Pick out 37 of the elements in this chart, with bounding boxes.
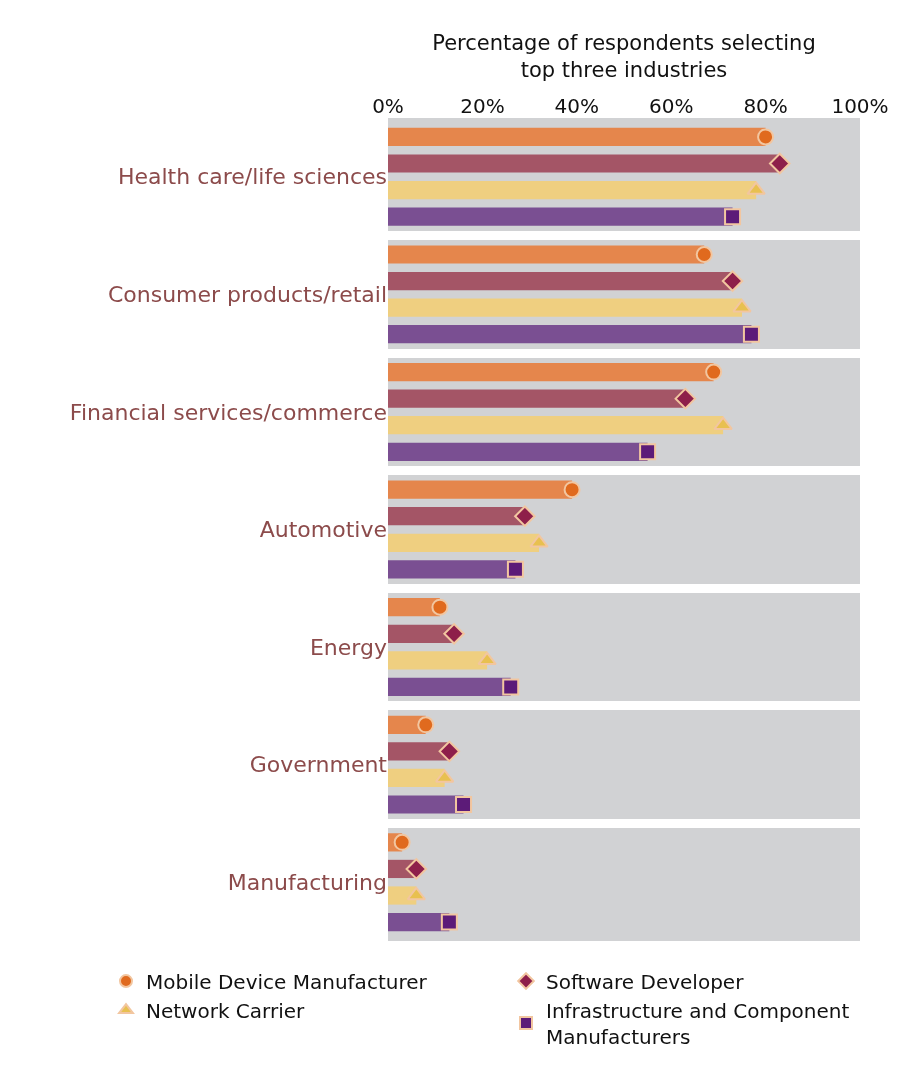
bar bbox=[388, 677, 511, 697]
x-tick-label: 20% bbox=[460, 94, 505, 118]
x-tick-label: 80% bbox=[743, 94, 788, 118]
bar bbox=[388, 271, 733, 291]
bar bbox=[388, 389, 686, 408]
y-tick-label: Manufacturing bbox=[227, 869, 387, 895]
y-tick-label: Automotive bbox=[259, 517, 387, 543]
bar bbox=[388, 768, 445, 788]
legend-label: Mobile Device Manufacturer bbox=[146, 969, 428, 994]
legend-label: Network Carrier bbox=[146, 998, 306, 1023]
y-tick-label: Health care/life sciences bbox=[117, 164, 387, 190]
bar bbox=[388, 651, 488, 670]
y-tick-label: Financial services/commerce bbox=[69, 399, 387, 425]
legend-label: Infrastructure and Component Manufacturers bbox=[546, 998, 850, 1049]
y-tick-label: Energy bbox=[309, 634, 387, 660]
bar bbox=[388, 362, 714, 382]
bar bbox=[388, 298, 742, 317]
bar bbox=[388, 127, 766, 147]
x-tick-label: 100% bbox=[831, 94, 889, 118]
bar bbox=[388, 180, 757, 200]
bar bbox=[388, 560, 516, 579]
y-tick-label: Government bbox=[249, 752, 388, 778]
bar bbox=[388, 507, 525, 526]
x-tick-label: 60% bbox=[648, 94, 694, 118]
legend-label: Software Developer bbox=[546, 969, 745, 994]
x-tick-label: 0% bbox=[372, 94, 404, 118]
bar bbox=[388, 416, 724, 435]
bar bbox=[388, 325, 752, 344]
x-tick-label: 40% bbox=[554, 94, 600, 118]
bar bbox=[388, 245, 705, 264]
bar bbox=[388, 480, 573, 499]
y-tick-label: Consumer products/retail bbox=[107, 282, 387, 308]
x-axis-title: Percentage of respondents selecting top three industries bbox=[432, 30, 816, 83]
bar bbox=[388, 442, 648, 461]
bar bbox=[388, 533, 540, 552]
bar bbox=[388, 207, 733, 226]
bar bbox=[388, 154, 780, 173]
